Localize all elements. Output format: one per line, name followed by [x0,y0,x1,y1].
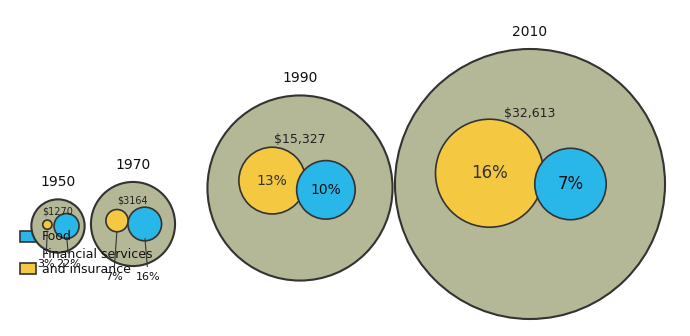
Text: 10%: 10% [310,183,342,197]
FancyBboxPatch shape [20,263,36,274]
Text: $32,613: $32,613 [504,107,555,120]
Circle shape [208,95,393,281]
FancyBboxPatch shape [20,231,36,242]
Text: 1970: 1970 [115,158,150,172]
Circle shape [435,119,544,227]
Text: 2010: 2010 [513,25,548,39]
Text: 13%: 13% [257,174,288,187]
Text: Food: Food [42,229,72,243]
Text: 16%: 16% [136,239,161,282]
Circle shape [43,220,52,229]
Circle shape [395,49,665,319]
Circle shape [128,207,161,241]
Circle shape [106,210,128,232]
Text: 1950: 1950 [41,175,76,190]
Circle shape [239,147,306,214]
Text: Financial services
and insurance: Financial services and insurance [42,248,152,276]
Circle shape [91,182,175,266]
Text: 22%: 22% [57,238,81,269]
Text: 7%: 7% [558,175,584,193]
Text: $1270: $1270 [43,206,73,216]
Text: 3%: 3% [37,231,55,269]
Text: $3164: $3164 [118,196,148,206]
Text: 1990: 1990 [282,72,317,85]
Text: 16%: 16% [471,164,508,182]
Circle shape [54,213,79,239]
Circle shape [297,161,355,219]
Text: 7%: 7% [105,232,123,282]
Circle shape [31,199,85,253]
Circle shape [535,148,607,220]
Text: $15,327: $15,327 [274,133,326,146]
